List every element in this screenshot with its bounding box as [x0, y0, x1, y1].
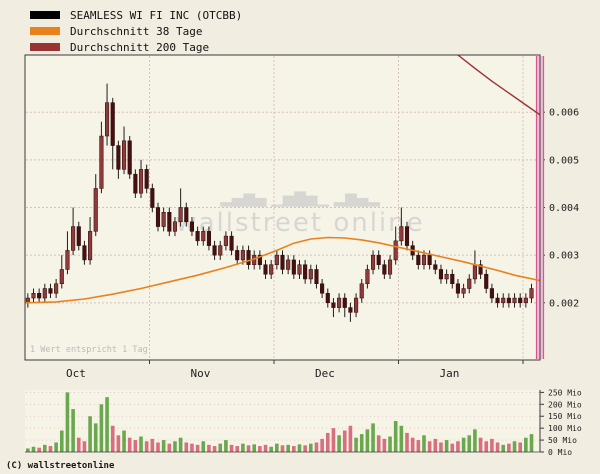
ma38-line — [25, 236, 540, 304]
svg-text:0.003: 0.003 — [549, 251, 579, 262]
ma200-label: Durchschnitt 200 Tage — [70, 40, 210, 54]
svg-text:Nov: Nov — [191, 367, 211, 380]
watermark: ▂▄▆▄ ▁▅▇▅▁ ▂▆▄▂wallstreet online — [175, 189, 424, 238]
legend-item-price: SEAMLESS WI FI INC (OTCBB) — [30, 7, 242, 23]
svg-text:Jan: Jan — [440, 367, 460, 380]
svg-text:wallstreet online: wallstreet online — [175, 208, 424, 238]
svg-text:50 Mio: 50 Mio — [548, 436, 577, 445]
ma38-swatch — [30, 27, 60, 35]
volume-bars — [26, 392, 534, 452]
svg-text:250 Mio: 250 Mio — [548, 388, 582, 397]
ma38-label: Durchschnitt 38 Tage — [70, 24, 203, 38]
legend: SEAMLESS WI FI INC (OTCBB) Durchschnitt … — [30, 7, 242, 55]
svg-text:150 Mio: 150 Mio — [548, 412, 582, 421]
svg-text:0.006: 0.006 — [549, 108, 579, 119]
price-series-label: SEAMLESS WI FI INC (OTCBB) — [70, 8, 243, 22]
candlesticks — [25, 83, 534, 322]
legend-item-ma38: Durchschnitt 38 Tage — [30, 23, 242, 39]
svg-text:0.005: 0.005 — [549, 155, 579, 166]
svg-text:Oct: Oct — [66, 367, 86, 380]
volume-plot-area — [25, 390, 540, 452]
svg-text:100 Mio: 100 Mio — [548, 424, 582, 433]
svg-text:0.004: 0.004 — [549, 203, 579, 214]
copyright-text: (C) wallstreetonline — [6, 461, 115, 471]
legend-item-ma200: Durchschnitt 200 Tage — [30, 39, 242, 55]
svg-text:200 Mio: 200 Mio — [548, 400, 582, 409]
svg-text:0.002: 0.002 — [549, 298, 579, 309]
ma200-swatch — [30, 43, 60, 51]
volume-axis: 0 Mio 50 Mio 100 Mio 150 Mio 200 Mio 250 Mio — [25, 388, 582, 457]
price-plot-border — [24, 54, 541, 361]
svg-text:▂▄▆▄ ▁▅▇▅▁ ▂▆▄▂: ▂▄▆▄ ▁▅▇▅▁ ▂▆▄▂ — [219, 189, 380, 207]
svg-text:Dec: Dec — [315, 367, 335, 380]
volume-grid — [26, 391, 539, 441]
svg-text:0 Mio: 0 Mio — [548, 448, 572, 457]
scale-footnote: 1 Wert entspricht 1 Tag — [30, 345, 148, 355]
ma200-line — [457, 55, 540, 116]
price-series-swatch — [30, 11, 60, 19]
month-axis-labels: Oct Nov Dec Jan — [66, 367, 459, 380]
